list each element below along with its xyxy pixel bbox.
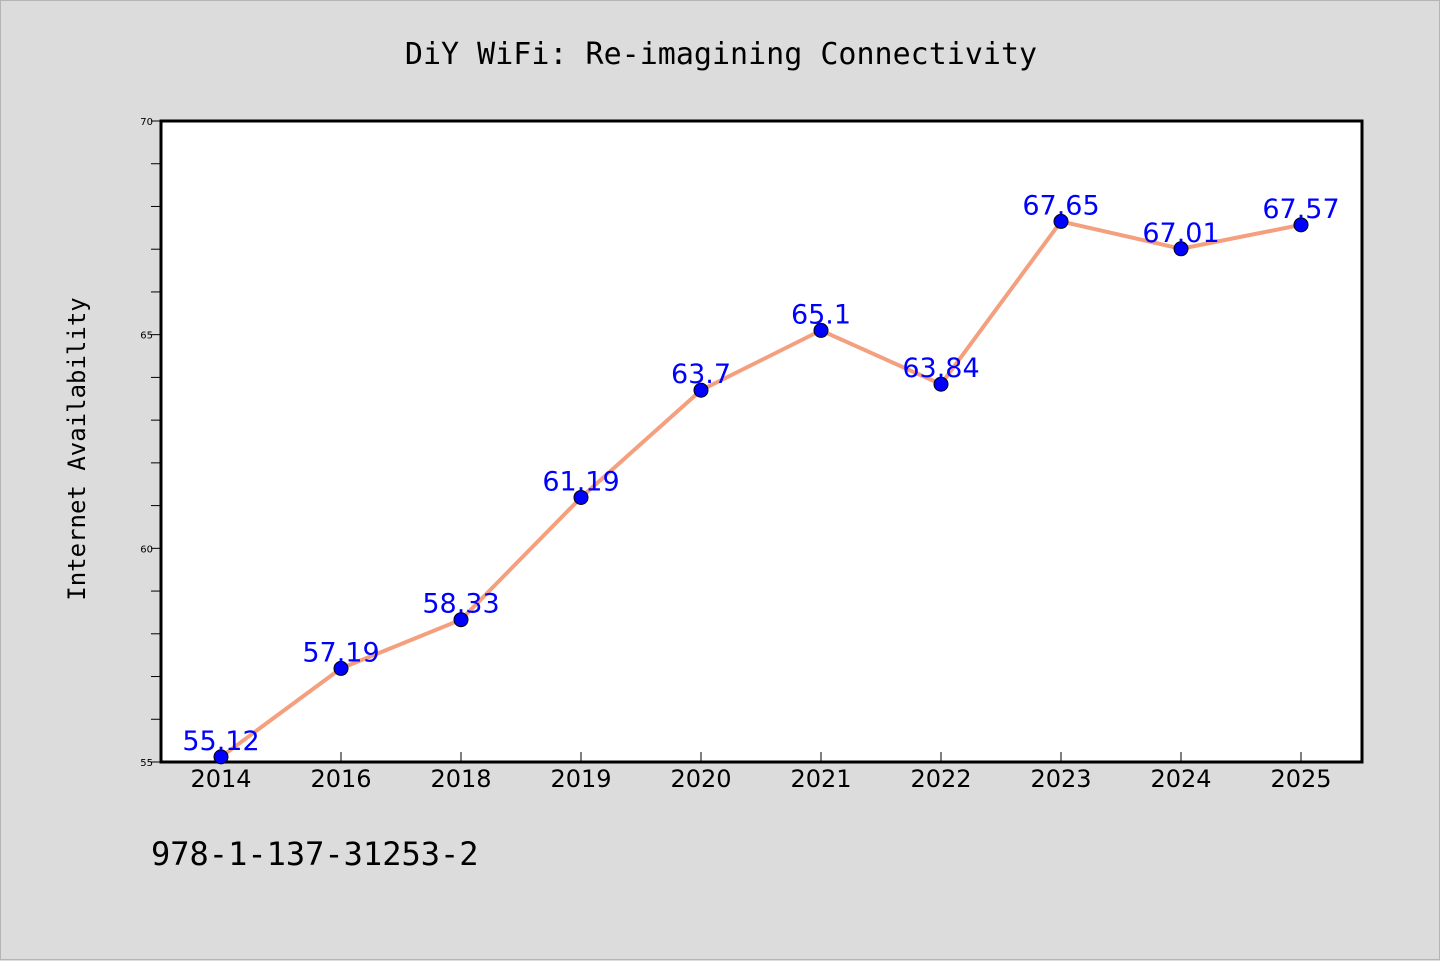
data-point <box>1293 217 1309 233</box>
x-tick-label: 2014 <box>190 765 251 793</box>
chart-title: DiY WiFi: Re-imagining Connectivity <box>405 37 1037 72</box>
series-layer <box>213 213 1309 765</box>
x-axis: 2014 2016 2018 2019 2020 2021 2022 2023 2024 2025 <box>190 752 1332 793</box>
y-tick-label: 65 <box>140 331 153 342</box>
data-labels: 55.12 57.19 58.33 61.19 63.7 65.1 63.84 67.65 67… <box>182 190 1339 756</box>
data-label: 65.1 <box>791 299 851 330</box>
y-tick-label: 60 <box>140 544 153 555</box>
data-label: 61.19 <box>542 466 619 497</box>
data-label: 67.01 <box>1142 218 1219 249</box>
x-tick-label: 2023 <box>1030 765 1091 793</box>
x-tick-label: 2016 <box>310 765 371 793</box>
y-tick-label: 55 <box>140 758 153 769</box>
data-point <box>573 489 589 505</box>
x-tick-label: 2019 <box>550 765 611 793</box>
data-label: 67.65 <box>1022 190 1099 221</box>
y-axis: 55 60 65 70 <box>140 117 161 769</box>
plot-area <box>159 119 1364 764</box>
isbn-text: 978-1-137-31253-2 <box>151 835 479 873</box>
series-line <box>219 219 1303 759</box>
y-axis-label: Internet Availability <box>63 297 91 600</box>
x-tick-label: 2025 <box>1270 765 1331 793</box>
data-label: 57.19 <box>302 637 379 668</box>
y-tick-label: 70 <box>140 117 153 128</box>
x-tick-label: 2022 <box>910 765 971 793</box>
data-label: 63.7 <box>671 359 731 390</box>
data-label: 67.57 <box>1262 194 1339 225</box>
x-tick-label: 2018 <box>430 765 491 793</box>
data-label: 63.84 <box>902 353 979 384</box>
x-tick-label: 2021 <box>790 765 851 793</box>
data-point <box>813 322 829 338</box>
data-point <box>453 612 469 628</box>
data-label: 55.12 <box>182 726 259 757</box>
data-point <box>333 660 349 676</box>
x-tick-label: 2024 <box>1150 765 1211 793</box>
x-tick-label: 2020 <box>670 765 731 793</box>
data-point <box>213 749 229 765</box>
data-point <box>1053 213 1069 229</box>
data-label: 58.33 <box>422 589 499 620</box>
data-point <box>693 382 709 398</box>
data-point <box>933 376 949 392</box>
data-point <box>1173 241 1189 257</box>
